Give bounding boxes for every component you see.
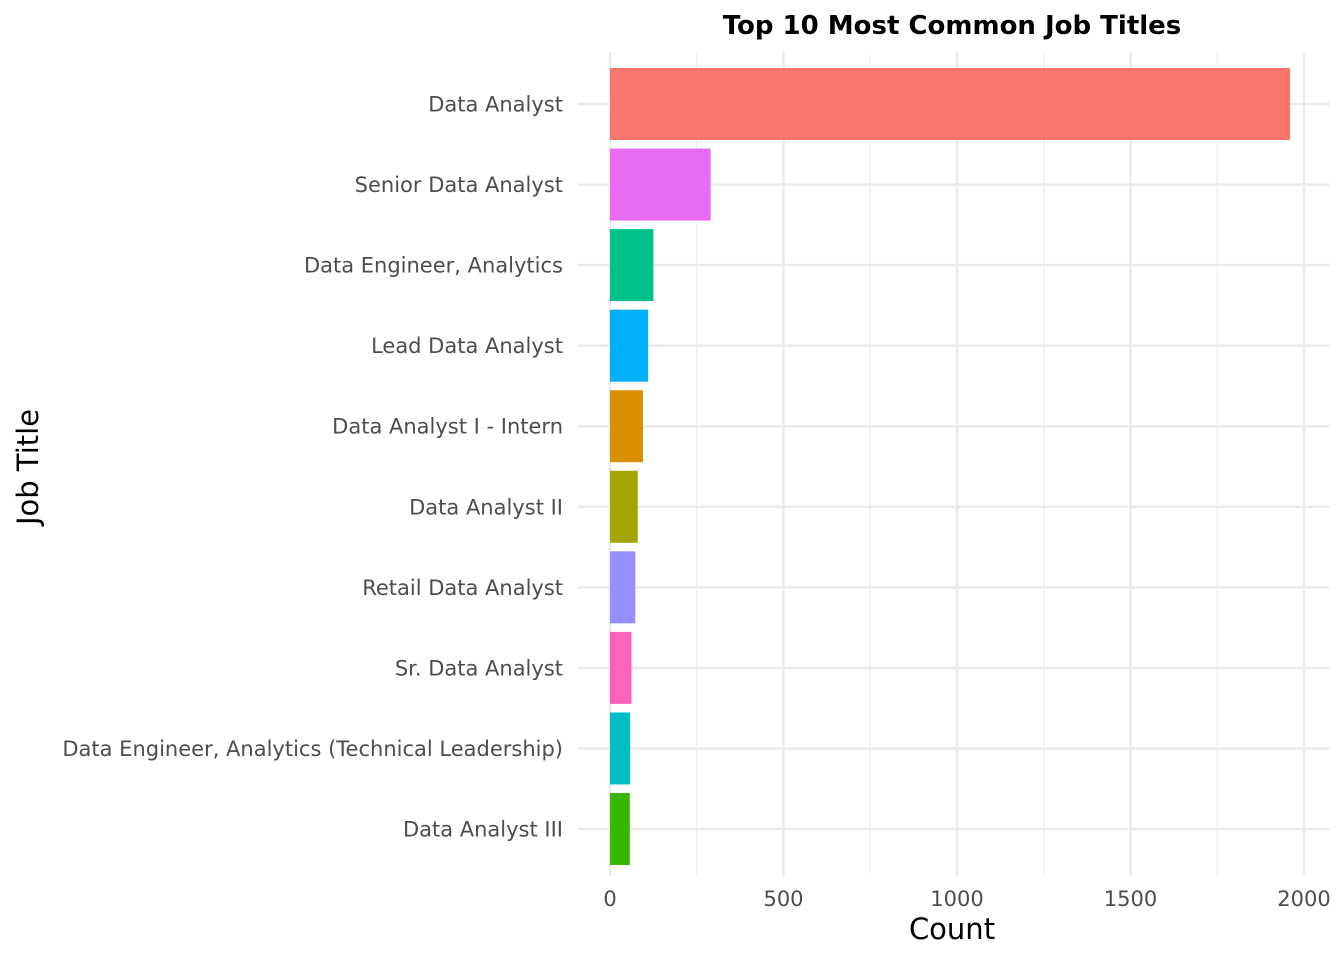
x-tick-label: 500 — [763, 887, 803, 911]
bar — [610, 229, 654, 302]
bar — [610, 793, 630, 865]
y-axis-title: Job Title — [11, 409, 45, 527]
bar — [610, 712, 631, 785]
x-tick-label: 1500 — [1104, 887, 1157, 911]
bars — [610, 68, 1291, 865]
x-axis-title: Count — [909, 912, 995, 946]
y-tick-label: Data Analyst — [428, 93, 563, 117]
y-tick-label: Retail Data Analyst — [362, 576, 563, 600]
bar — [610, 470, 638, 543]
bar — [610, 309, 649, 382]
y-tick-label: Data Engineer, Analytics (Technical Lead… — [62, 737, 563, 761]
x-tick-label: 1000 — [930, 887, 983, 911]
bar — [610, 390, 643, 463]
y-tick-label: Data Analyst I - Intern — [332, 415, 563, 439]
bar — [610, 148, 711, 221]
bar — [610, 551, 636, 624]
x-tick-label: 0 — [603, 887, 616, 911]
y-tick-label: Senior Data Analyst — [355, 173, 563, 197]
bar — [610, 68, 1291, 140]
y-tick-label: Sr. Data Analyst — [395, 656, 563, 680]
x-tick-label: 2000 — [1277, 887, 1330, 911]
chart-title: Top 10 Most Common Job Titles — [723, 11, 1182, 41]
y-axis-tick-labels: Data Analyst Senior Data Analyst Data Engi… — [62, 93, 563, 842]
y-tick-label: Data Analyst II — [409, 495, 563, 519]
y-tick-label: Data Analyst III — [403, 818, 563, 842]
x-axis-tick-labels: 0 500 1000 1500 2000 — [603, 887, 1330, 911]
bar — [610, 631, 632, 704]
y-tick-label: Data Engineer, Analytics — [304, 254, 563, 278]
y-tick-label: Lead Data Analyst — [371, 334, 563, 358]
